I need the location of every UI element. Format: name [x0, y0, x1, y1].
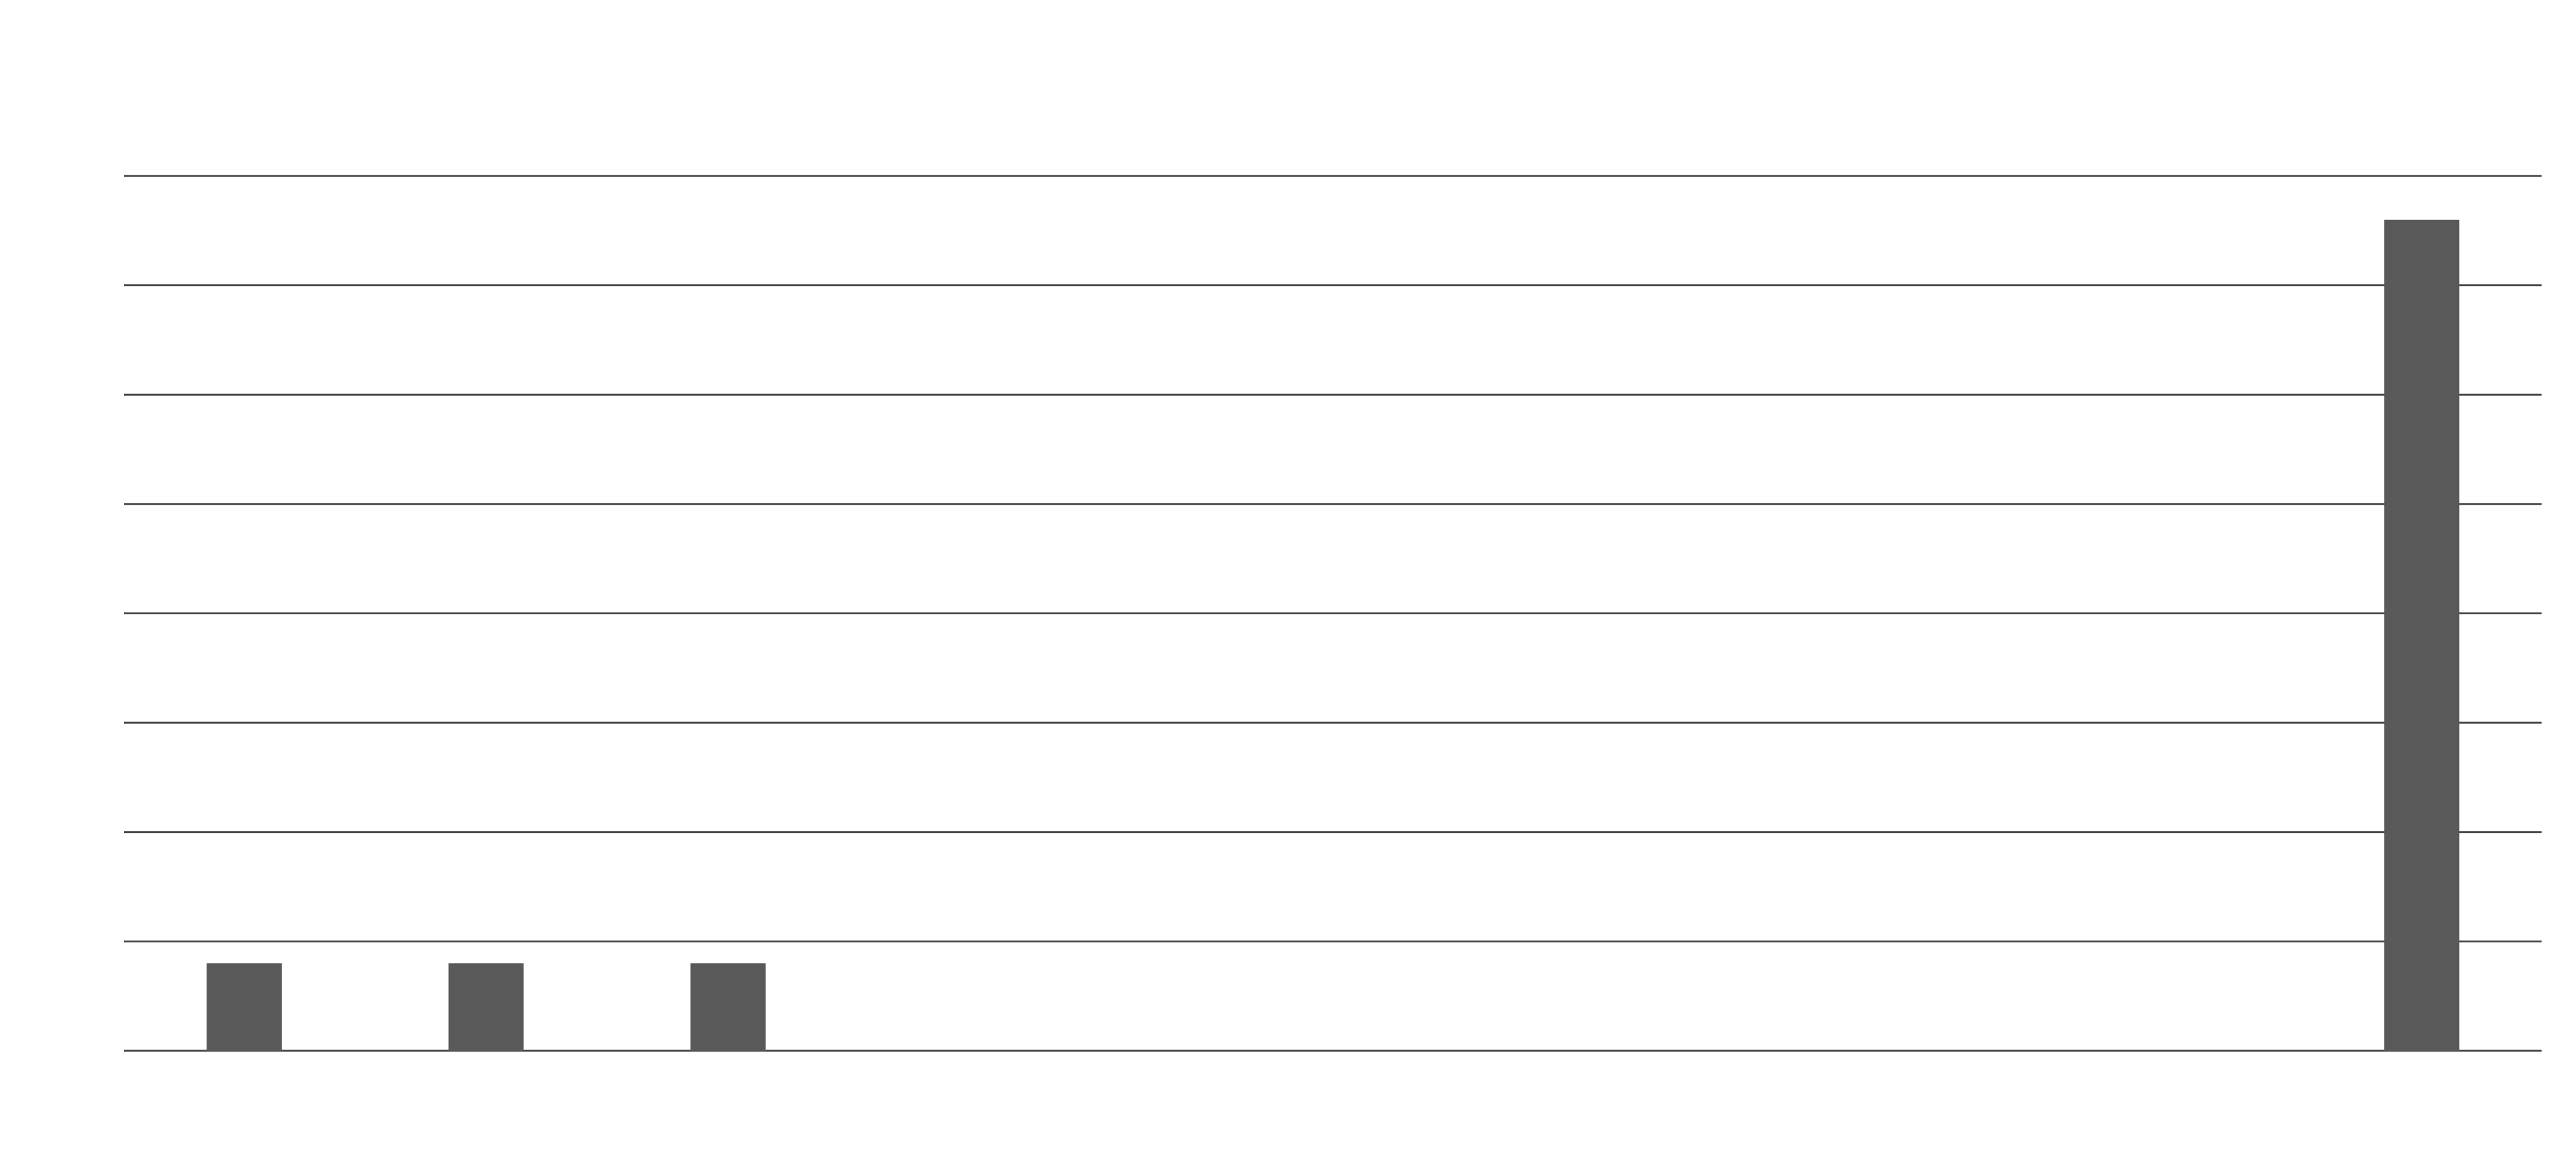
bar [448, 963, 524, 1051]
bar [690, 963, 766, 1051]
bar [2384, 219, 2460, 1051]
gridlines [124, 175, 2542, 1052]
bars [207, 219, 2460, 1051]
bar [207, 963, 282, 1051]
